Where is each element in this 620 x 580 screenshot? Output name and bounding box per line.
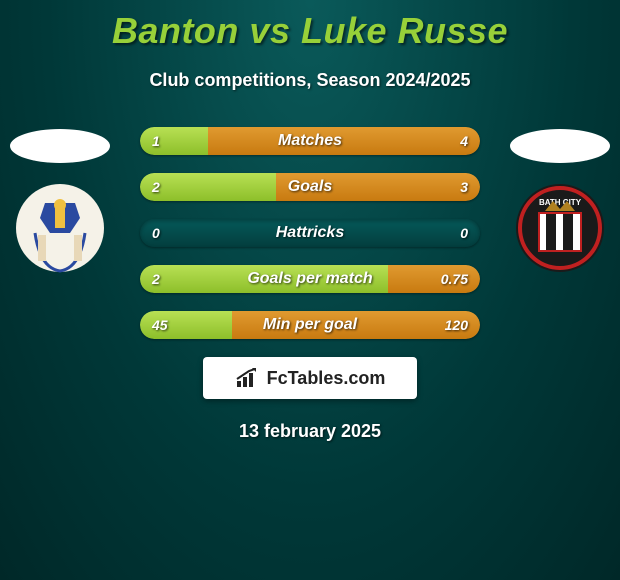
- stat-label: Min per goal: [140, 311, 480, 339]
- stat-row: 23Goals: [140, 173, 480, 201]
- stat-row: 20.75Goals per match: [140, 265, 480, 293]
- page-title: Banton vs Luke Russe: [0, 0, 620, 52]
- club-crest-left: [10, 183, 110, 273]
- club-crest-right: BATH CITY: [510, 183, 610, 273]
- player-avatar-right: [510, 129, 610, 163]
- comparison-date: 13 february 2025: [0, 421, 620, 442]
- stat-label: Hattricks: [140, 219, 480, 247]
- comparison-content: BATH CITY 14Matches 23Goals 00Hattricks 20.…: [0, 127, 620, 442]
- brand-chip[interactable]: FcTables.com: [203, 357, 417, 399]
- stat-row: 45120Min per goal: [140, 311, 480, 339]
- stat-row: 00Hattricks: [140, 219, 480, 247]
- stat-row: 14Matches: [140, 127, 480, 155]
- svg-text:BATH CITY: BATH CITY: [539, 198, 582, 207]
- subtitle: Club competitions, Season 2024/2025: [0, 70, 620, 91]
- brand-chart-icon: [235, 367, 261, 389]
- brand-label: FcTables.com: [267, 368, 386, 389]
- stat-label: Matches: [140, 127, 480, 155]
- stat-label: Goals per match: [140, 265, 480, 293]
- stat-bars: 14Matches 23Goals 00Hattricks 20.75Goals pe…: [140, 127, 480, 339]
- player-avatar-left: [10, 129, 110, 163]
- stat-label: Goals: [140, 173, 480, 201]
